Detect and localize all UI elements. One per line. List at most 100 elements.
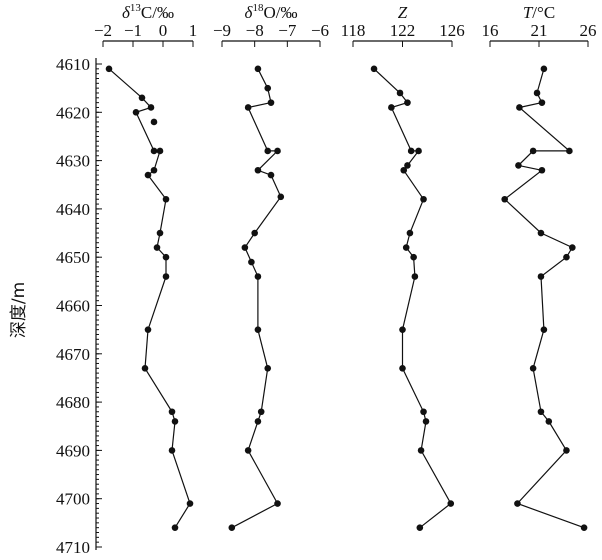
y-axis: 4610 4620 4630 4640 4650 4660 4670 4680 4690 4700… xyxy=(56,55,102,557)
x-tick-label: 0 xyxy=(159,21,168,40)
data-point xyxy=(156,229,164,237)
data-point xyxy=(537,408,545,416)
data-point xyxy=(404,162,411,169)
data-point xyxy=(420,195,427,203)
data-point xyxy=(538,166,546,174)
data-point xyxy=(150,166,158,174)
panel-title: Z xyxy=(398,3,408,22)
panel-z: Z 118 122 126 xyxy=(341,3,465,531)
data-point xyxy=(563,253,570,261)
data-point xyxy=(264,147,272,155)
data-point xyxy=(529,364,537,372)
data-point xyxy=(415,147,422,155)
data-point xyxy=(388,104,395,111)
x-tick-label: 21 xyxy=(531,21,548,40)
data-point xyxy=(538,99,546,106)
series-line xyxy=(503,68,585,529)
data-point xyxy=(241,244,249,251)
y-tick-label: 4710 xyxy=(56,538,90,557)
data-point xyxy=(566,147,573,155)
data-point xyxy=(399,326,406,333)
data-point xyxy=(514,500,521,507)
y-tick-label: 4610 xyxy=(56,55,90,74)
data-point xyxy=(399,364,406,372)
data-point xyxy=(168,408,176,416)
y-axis-label: 深度/m xyxy=(9,282,29,338)
panel-t: T/°C 16 21 26 xyxy=(482,3,597,531)
data-point xyxy=(267,99,275,106)
x-tick-label: 1 xyxy=(189,21,198,40)
data-point xyxy=(264,84,272,92)
data-point xyxy=(407,147,415,155)
data-point xyxy=(147,104,155,111)
data-point xyxy=(264,364,272,372)
data-point xyxy=(563,447,570,454)
panel-d13c: δ13C/‰ −2 −1 0 1 xyxy=(94,2,197,531)
x-tick-label: −8 xyxy=(246,21,264,40)
data-point xyxy=(533,89,541,97)
y-tick-label: 4680 xyxy=(56,393,90,412)
data-point xyxy=(501,195,509,203)
data-point xyxy=(400,166,408,174)
data-point xyxy=(153,244,161,251)
data-point xyxy=(150,147,158,155)
data-point xyxy=(267,171,275,179)
y-tick-label: 4700 xyxy=(56,490,90,509)
data-point xyxy=(545,418,553,425)
data-point xyxy=(248,258,255,266)
data-point xyxy=(411,273,419,280)
data-point xyxy=(417,447,425,454)
series-line xyxy=(231,68,282,529)
data-point xyxy=(171,418,179,425)
data-point xyxy=(447,500,455,507)
panels: δ13C/‰ −2 −1 0 1 δ18O/‰ −9 −8 −7 −6 Z 118 122 126 T/°C… xyxy=(94,2,597,531)
y-tick-label: 4690 xyxy=(56,441,90,460)
data-point xyxy=(141,364,149,372)
data-point xyxy=(422,418,430,425)
data-point xyxy=(580,524,588,531)
data-point xyxy=(244,447,252,454)
data-point xyxy=(537,273,545,280)
data-point xyxy=(156,147,164,155)
data-point xyxy=(569,244,576,251)
data-point xyxy=(162,253,170,261)
data-point xyxy=(396,89,404,97)
data-point xyxy=(251,229,258,237)
data-point xyxy=(144,171,152,179)
data-point xyxy=(228,524,236,531)
data-point xyxy=(254,418,262,425)
data-point xyxy=(162,273,170,280)
data-point xyxy=(516,104,523,111)
data-point xyxy=(162,195,170,203)
data-point xyxy=(416,524,424,531)
data-point xyxy=(171,524,179,531)
y-tick-label: 4650 xyxy=(56,248,90,267)
x-tick-label: 122 xyxy=(390,21,416,40)
data-point xyxy=(540,326,548,333)
data-point xyxy=(274,500,281,507)
x-tick-label: −6 xyxy=(311,21,329,40)
data-point xyxy=(186,500,194,507)
data-point xyxy=(402,244,410,251)
x-tick-label: 126 xyxy=(439,21,465,40)
data-point xyxy=(105,65,113,73)
panel-title: δ18O/‰ xyxy=(245,2,298,22)
panel-title: T/°C xyxy=(523,3,555,22)
x-tick-label: −1 xyxy=(124,21,142,40)
data-point xyxy=(420,408,427,416)
data-point xyxy=(254,326,262,333)
data-point xyxy=(410,253,417,261)
data-point xyxy=(254,166,262,174)
data-point xyxy=(257,408,265,416)
x-tick-label: −9 xyxy=(213,21,231,40)
y-tick-label: 4620 xyxy=(56,103,90,122)
data-point xyxy=(244,104,252,111)
data-point xyxy=(254,65,262,73)
panel-d18o: δ18O/‰ −9 −8 −7 −6 xyxy=(213,2,329,531)
x-tick-label: 118 xyxy=(341,21,366,40)
y-tick-label: 4660 xyxy=(56,297,90,316)
data-point xyxy=(132,109,140,116)
x-tick-label: 16 xyxy=(482,21,499,40)
series-line xyxy=(108,68,191,529)
